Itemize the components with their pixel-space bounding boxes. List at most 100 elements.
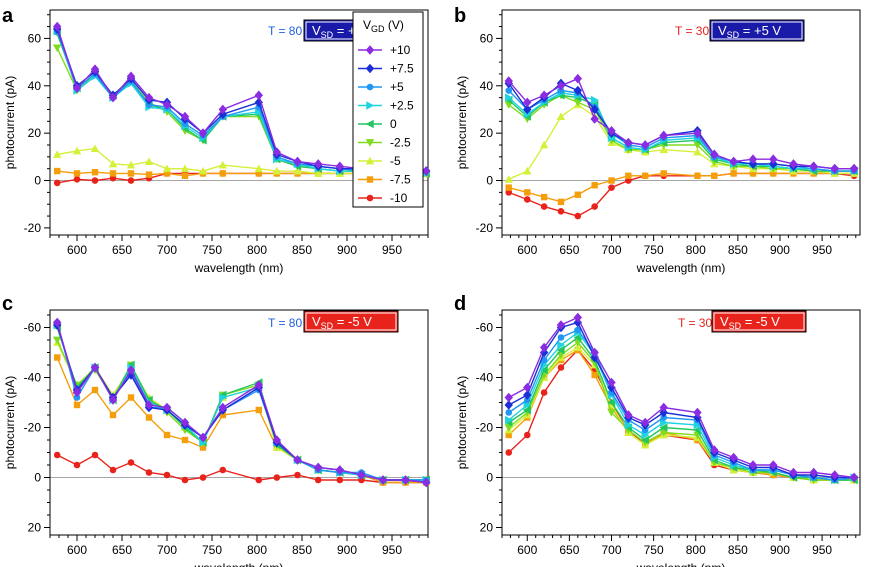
data-point [504, 76, 513, 86]
data-point [607, 382, 616, 393]
data-point [590, 104, 599, 115]
data-point [659, 423, 668, 432]
data-point [314, 169, 323, 177]
data-point [574, 212, 582, 220]
legend-marker [366, 101, 375, 110]
data-point [357, 470, 366, 480]
legend-marker [366, 176, 374, 183]
data-point [693, 420, 702, 430]
series-line [56, 357, 427, 484]
data-point [590, 347, 599, 358]
series-line [508, 92, 855, 172]
data-point [126, 160, 136, 169]
data-point [108, 159, 118, 168]
x-tick-label: 950 [382, 543, 402, 557]
data-point [573, 85, 583, 96]
data-point [789, 159, 798, 169]
y-tick-label: 60 [480, 31, 494, 45]
data-point [127, 177, 135, 184]
y-tick-label: 40 [28, 79, 42, 93]
data-point [181, 436, 189, 444]
data-point [505, 93, 513, 102]
data-point [574, 326, 582, 334]
vsd-box-inner [711, 21, 803, 40]
data-point [180, 111, 190, 122]
data-point [198, 166, 208, 175]
vsd-sub: SD [321, 321, 334, 331]
data-point [523, 104, 532, 115]
data-point [539, 90, 549, 101]
data-point [693, 147, 702, 156]
data-point [505, 449, 513, 456]
legend-entry: -7.5 [358, 173, 411, 187]
data-point [273, 474, 281, 481]
legend-label: +5 [390, 80, 404, 94]
data-point [641, 426, 649, 434]
y-tick-label: -20 [476, 421, 494, 435]
data-point [749, 170, 757, 177]
vsd-box [303, 310, 399, 333]
legend-entry: -5 [358, 154, 401, 168]
data-point [849, 472, 859, 483]
legend-marker [365, 119, 374, 129]
data-point [789, 467, 798, 478]
data-point [73, 170, 81, 177]
panel-letter: b [454, 5, 466, 27]
legend-box [352, 11, 424, 208]
data-point [254, 380, 263, 390]
data-point [127, 394, 135, 401]
vsd-value: = -5 V [741, 314, 780, 329]
x-tick-label: 700 [157, 243, 177, 257]
data-point [219, 466, 227, 474]
legend-title-sub: GD [371, 24, 385, 34]
vsd-box [709, 19, 805, 42]
data-point [505, 87, 513, 94]
data-point [540, 203, 548, 210]
legend-label: +10 [390, 43, 411, 57]
y-tick-label: 60 [28, 31, 42, 45]
data-point [335, 161, 344, 172]
data-point [378, 475, 388, 485]
data-point [607, 409, 616, 417]
y-tick-label: -40 [24, 371, 42, 385]
data-point [72, 83, 82, 93]
data-point [693, 412, 702, 423]
temperature-label: T = 80 K [268, 316, 313, 330]
legend-title: VGD (V) [363, 18, 404, 34]
legend-marker [365, 45, 375, 55]
data-point [523, 396, 531, 404]
data-point [540, 389, 548, 396]
legend: VGD (V) +10 +7.5 +5 +2.5 0 -2.5 -5 -7.5 -10 [352, 11, 424, 208]
data-point [556, 112, 566, 120]
x-tick-label: 800 [686, 543, 706, 557]
data-point [590, 114, 599, 124]
y-tick-label: 0 [486, 174, 493, 188]
vsd-main: V [312, 23, 321, 38]
data-point [144, 157, 154, 165]
data-point [573, 312, 583, 323]
vsd-main: V [718, 23, 727, 38]
data-point [504, 175, 513, 183]
data-point [91, 386, 99, 394]
data-point [180, 164, 190, 173]
data-point [73, 401, 81, 409]
data-point [539, 347, 549, 358]
plot-frame [501, 309, 861, 536]
data-point [72, 146, 82, 155]
panel-c: 600 650 700 750 800 850 900 950 -60 -40 -20 0 20 wave… [2, 293, 431, 567]
data-point [336, 476, 344, 484]
data-point [218, 104, 227, 115]
data-point [607, 398, 616, 407]
data-point [90, 362, 100, 373]
data-point [53, 317, 62, 328]
x-tick-label: 850 [728, 543, 748, 557]
x-tick-label: 650 [112, 243, 132, 257]
data-point [198, 432, 208, 443]
data-point [53, 150, 62, 158]
series-+10 [504, 312, 859, 483]
vsd-value: = -5 V [333, 314, 372, 329]
x-tick-label: 700 [601, 543, 621, 557]
data-point [556, 320, 566, 330]
data-point [181, 172, 189, 179]
data-point [108, 92, 118, 103]
